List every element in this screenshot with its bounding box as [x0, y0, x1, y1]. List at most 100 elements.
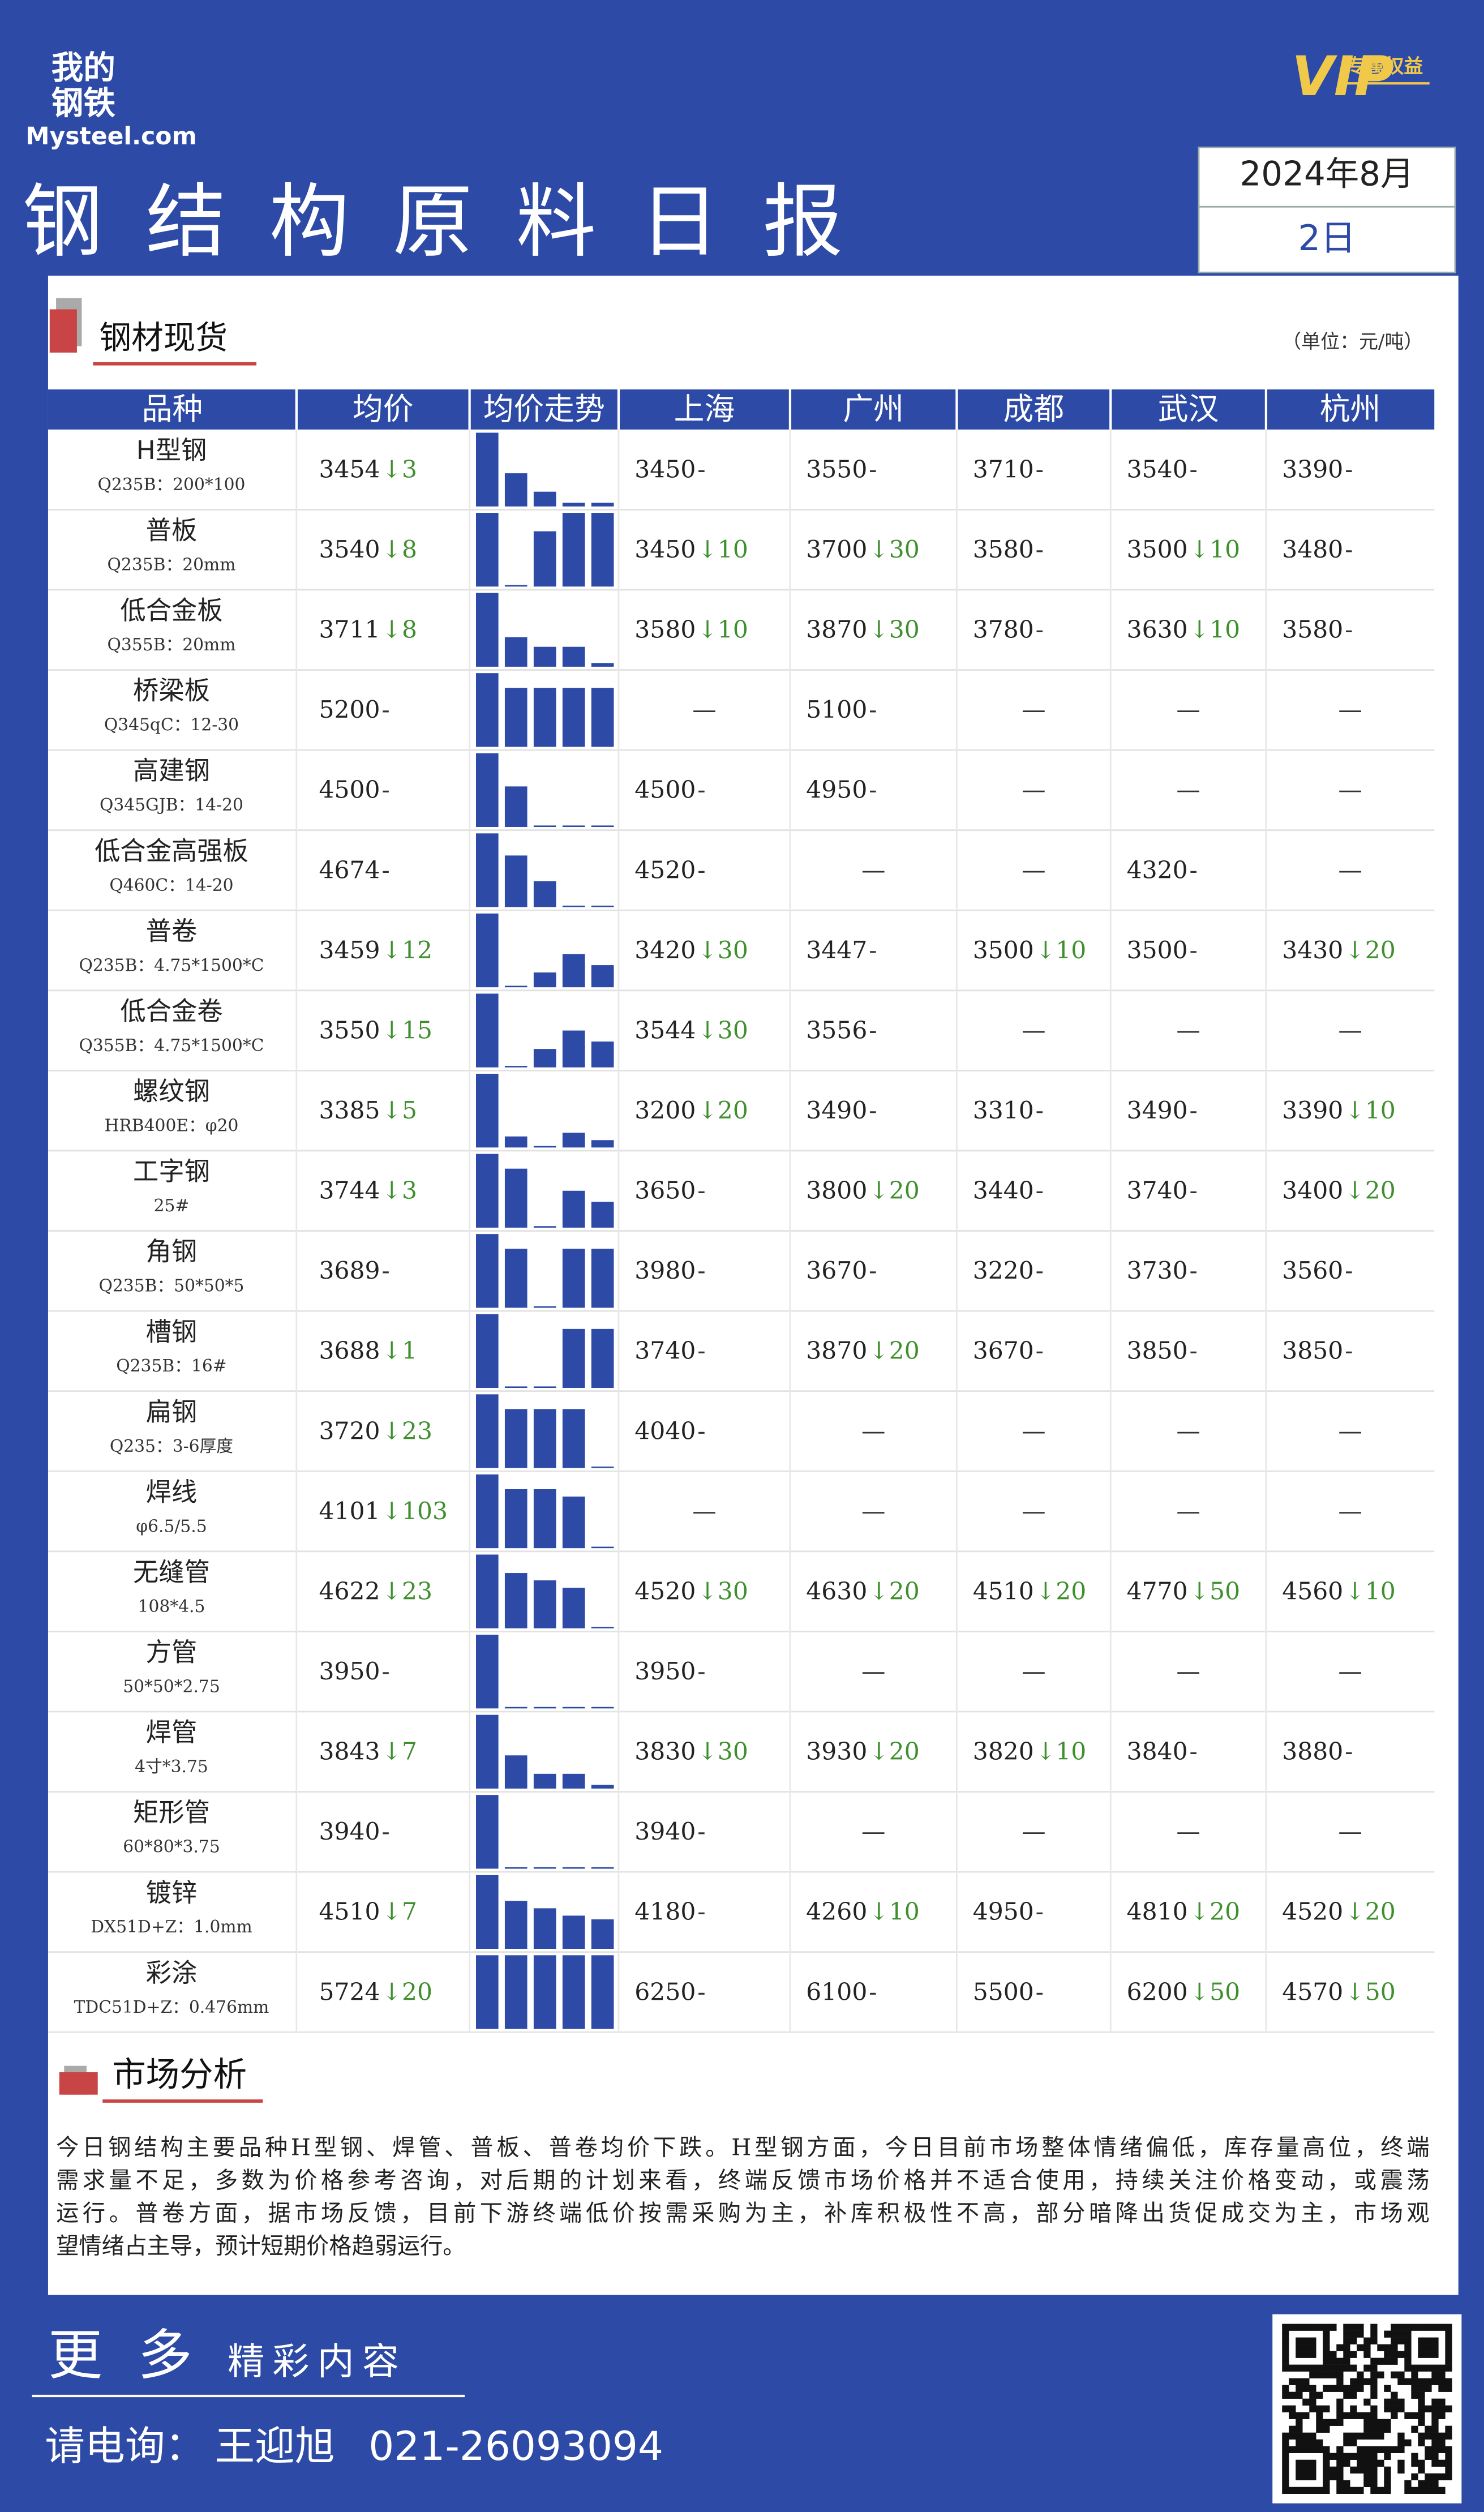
- qr-module: [1296, 2378, 1303, 2385]
- qr-module: [1445, 2446, 1452, 2453]
- qr-module: [1418, 2364, 1425, 2372]
- trend-bar: [533, 1489, 556, 1549]
- trend-bar: [475, 1635, 499, 1709]
- contact-phone: 021-26093094: [368, 2423, 663, 2470]
- qr-module: [1336, 2459, 1344, 2467]
- qr-module: [1404, 2364, 1412, 2372]
- qr-module: [1363, 2412, 1371, 2419]
- avg-price: 3843: [319, 1738, 380, 1766]
- trend-bar: [533, 1226, 556, 1228]
- city-price: 3390: [1282, 1097, 1343, 1125]
- price-change: ↓30: [697, 1577, 748, 1605]
- city-price: 3220: [973, 1257, 1034, 1285]
- qr-module: [1350, 2453, 1357, 2460]
- vip-badge: VIP: [1292, 45, 1394, 108]
- qr-module: [1418, 2344, 1425, 2351]
- qr-module: [1384, 2385, 1391, 2392]
- city-price: 4520: [1282, 1898, 1343, 1926]
- trend-bar: [533, 1146, 556, 1148]
- qr-module: [1289, 2364, 1296, 2372]
- qr-module: [1418, 2432, 1425, 2440]
- qr-module: [1397, 2439, 1405, 2446]
- qr-module: [1377, 2371, 1384, 2378]
- qr-module: [1309, 2385, 1316, 2392]
- trend-bar: [591, 1707, 614, 1709]
- trend-bar: [475, 513, 499, 587]
- qr-module: [1391, 2324, 1398, 2331]
- product-name: 矩形管: [133, 1798, 210, 1828]
- qr-module: [1323, 2425, 1330, 2433]
- qr-module: [1282, 2473, 1289, 2480]
- price-change: ↓3: [381, 1177, 417, 1205]
- qr-module: [1445, 2473, 1452, 2480]
- avg-price: 3550: [319, 1017, 380, 1044]
- trend-bar: [475, 1875, 499, 1949]
- price-change: -: [869, 456, 877, 483]
- qr-module: [1438, 2324, 1446, 2331]
- qr-module: [1370, 2324, 1378, 2331]
- trend-bar: [562, 1030, 585, 1068]
- qr-module: [1411, 2391, 1418, 2399]
- qr-module: [1336, 2371, 1344, 2378]
- trend-bar: [504, 585, 527, 587]
- product-name: 焊管: [146, 1717, 198, 1747]
- qr-module: [1418, 2439, 1425, 2446]
- qr-module: [1302, 2324, 1310, 2331]
- qr-module: [1418, 2480, 1425, 2487]
- analysis-line: 望情绪占主导，预计短期价格趋弱运行。: [56, 2234, 465, 2260]
- empty-price: —: [1022, 696, 1045, 724]
- qr-module: [1336, 2480, 1344, 2487]
- city-price: 4040: [634, 1417, 696, 1445]
- trend-bar: [591, 503, 614, 507]
- trend-bar: [562, 503, 585, 507]
- city-price: 3540: [1127, 456, 1188, 483]
- qr-module: [1316, 2364, 1323, 2372]
- qr-module: [1357, 2459, 1364, 2467]
- trend-bar: [504, 1755, 527, 1789]
- trend-bar: [562, 1867, 585, 1869]
- column-header: 杭州: [1320, 391, 1381, 427]
- trend-bar: [591, 1328, 614, 1388]
- qr-module: [1438, 2405, 1446, 2412]
- qr-module: [1309, 2473, 1316, 2480]
- qr-module: [1316, 2412, 1323, 2419]
- qr-module: [1323, 2466, 1330, 2474]
- trend-bar: [533, 1580, 556, 1628]
- qr-module: [1363, 2480, 1371, 2487]
- qr-module: [1425, 2344, 1432, 2351]
- product-spec: Q345GJB：14-20: [100, 795, 243, 815]
- qr-module: [1296, 2487, 1303, 2494]
- qr-module: [1391, 2446, 1398, 2453]
- product-name: 方管: [146, 1637, 198, 1667]
- price-change: -: [697, 1177, 705, 1205]
- price-change: -: [1036, 1338, 1044, 1365]
- qr-module: [1445, 2425, 1452, 2433]
- qr-module: [1397, 2446, 1405, 2453]
- city-price: 3630: [1127, 616, 1188, 644]
- qr-module: [1296, 2432, 1303, 2440]
- city-price: 3940: [634, 1818, 696, 1846]
- price-change: -: [1345, 616, 1353, 644]
- trend-bar: [504, 637, 527, 667]
- qr-module: [1343, 2385, 1350, 2392]
- price-change: ↓23: [381, 1417, 432, 1445]
- product-name: 螺纹钢: [133, 1077, 210, 1107]
- price-change: -: [697, 1658, 705, 1686]
- trend-bar: [562, 1915, 585, 1949]
- price-change: -: [869, 696, 877, 724]
- qr-module: [1425, 2487, 1432, 2494]
- qr-module: [1323, 2473, 1330, 2480]
- qr-module: [1343, 2337, 1350, 2344]
- price-change: -: [1189, 1738, 1197, 1766]
- city-price: 4770: [1127, 1577, 1188, 1605]
- empty-price: —: [1176, 1818, 1200, 1846]
- qr-module: [1370, 2446, 1378, 2453]
- trend-bar: [475, 1554, 499, 1628]
- section-title: 钢材现货: [100, 319, 228, 357]
- qr-module: [1350, 2466, 1357, 2474]
- qr-module: [1391, 2351, 1398, 2358]
- empty-price: —: [1338, 1498, 1362, 1525]
- qr-module: [1397, 2324, 1405, 2331]
- trend-bar: [533, 1867, 556, 1869]
